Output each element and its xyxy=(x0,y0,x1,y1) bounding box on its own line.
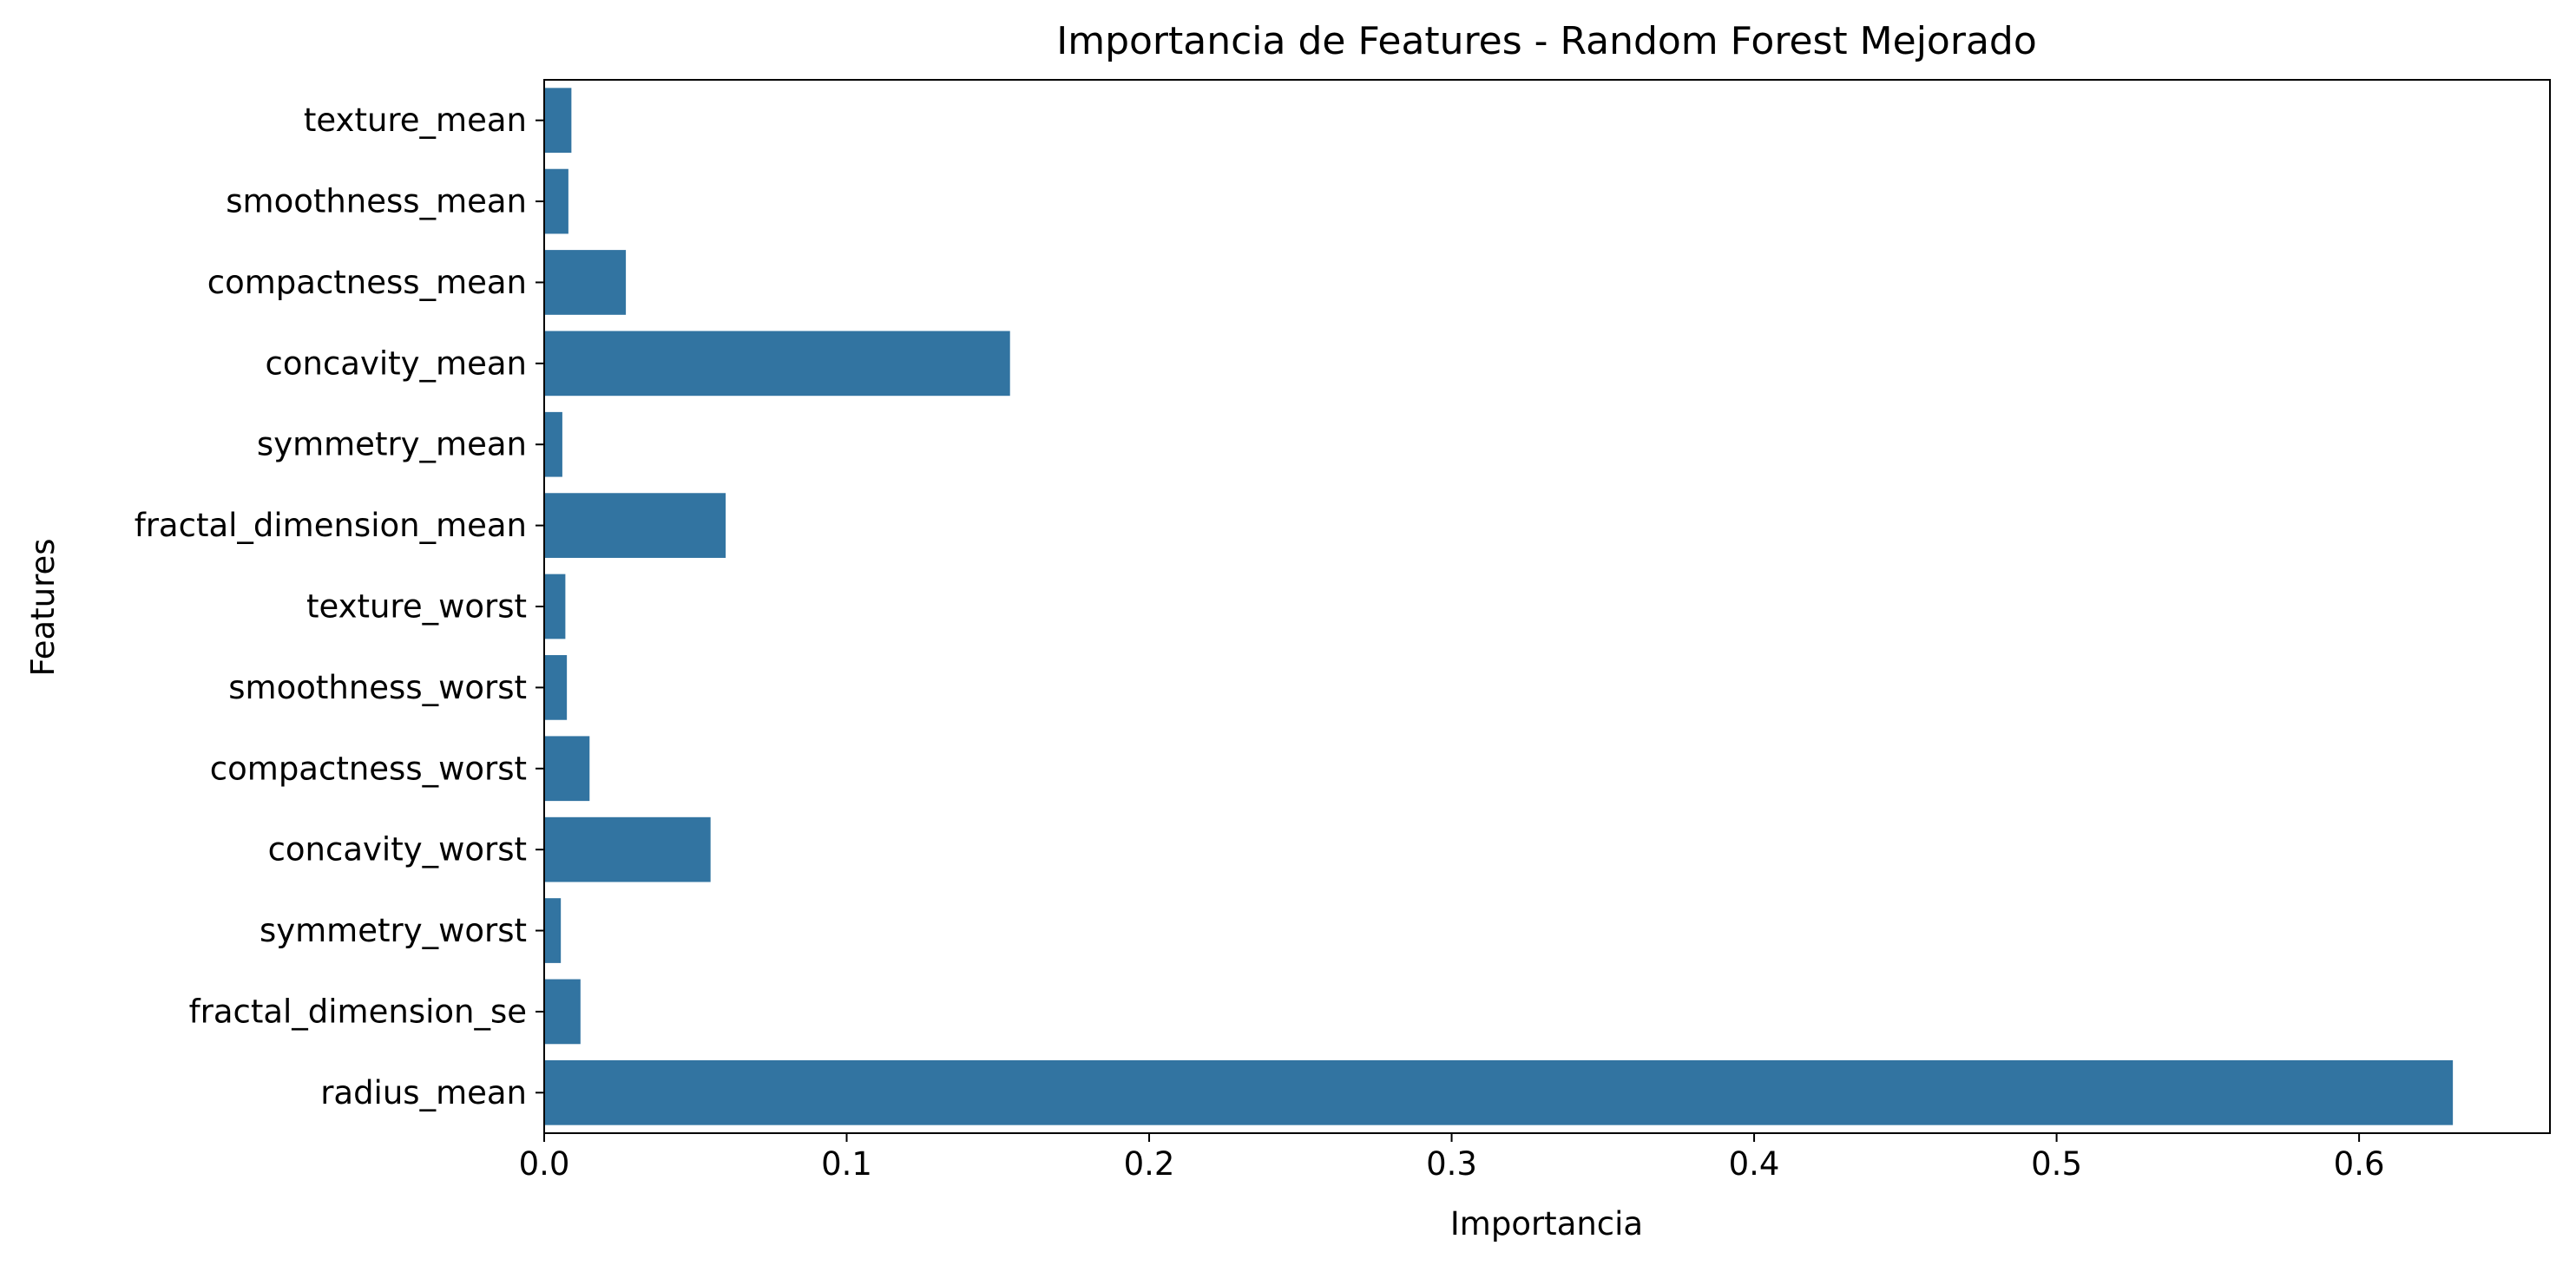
bars-group xyxy=(544,88,2454,1125)
bar-radius_mean xyxy=(544,1059,2454,1125)
y-tick-label: smoothness_mean xyxy=(226,183,527,220)
bar-fractal_dimension_se xyxy=(544,979,581,1045)
x-axis-title: Importancia xyxy=(1450,1205,1643,1242)
y-tick-label: fractal_dimension_se xyxy=(189,993,527,1030)
x-tick-label: 0.6 xyxy=(2334,1145,2385,1183)
x-tick-label: 0.1 xyxy=(821,1145,872,1183)
x-tick-label: 0.4 xyxy=(1729,1145,1780,1183)
bar-texture_mean xyxy=(544,88,572,154)
y-tick-label: symmetry_mean xyxy=(257,426,527,463)
y-tick-label: symmetry_worst xyxy=(260,912,527,949)
x-tick-label: 0.0 xyxy=(519,1145,570,1183)
x-tick-label: 0.3 xyxy=(1426,1145,1477,1183)
y-tick-label: smoothness_worst xyxy=(228,669,527,706)
bar-symmetry_mean xyxy=(544,411,562,477)
x-axis: 0.0 0.1 0.2 0.3 0.4 0.5 0.6 xyxy=(519,1133,2385,1183)
y-tick-label: radius_mean xyxy=(320,1074,527,1111)
y-axis-title: Features xyxy=(24,538,62,676)
y-tick-label: concavity_mean xyxy=(266,344,527,382)
y-tick-label: fractal_dimension_mean xyxy=(135,507,527,544)
bar-compactness_worst xyxy=(544,736,590,802)
y-axis: texture_mean smoothness_mean compactness_m… xyxy=(135,102,544,1111)
x-tick-label: 0.5 xyxy=(2031,1145,2082,1183)
y-tick-label: compactness_worst xyxy=(210,750,527,787)
y-tick-label: concavity_worst xyxy=(268,831,527,869)
bar-symmetry_worst xyxy=(544,898,562,963)
bar-smoothness_mean xyxy=(544,168,568,234)
bar-smoothness_worst xyxy=(544,655,568,720)
y-tick-label: texture_worst xyxy=(306,588,527,626)
y-tick-label: texture_mean xyxy=(304,102,527,139)
chart-title: Importancia de Features - Random Forest … xyxy=(1056,19,2037,63)
bar-concavity_mean xyxy=(544,331,1010,397)
x-tick-label: 0.2 xyxy=(1124,1145,1175,1183)
bar-compactness_mean xyxy=(544,250,627,315)
bar-texture_worst xyxy=(544,574,566,639)
plot-frame xyxy=(543,79,2551,1134)
y-tick-label: compactness_mean xyxy=(207,264,527,301)
bar-concavity_worst xyxy=(544,816,711,882)
bar-fractal_dimension_mean xyxy=(544,493,726,558)
